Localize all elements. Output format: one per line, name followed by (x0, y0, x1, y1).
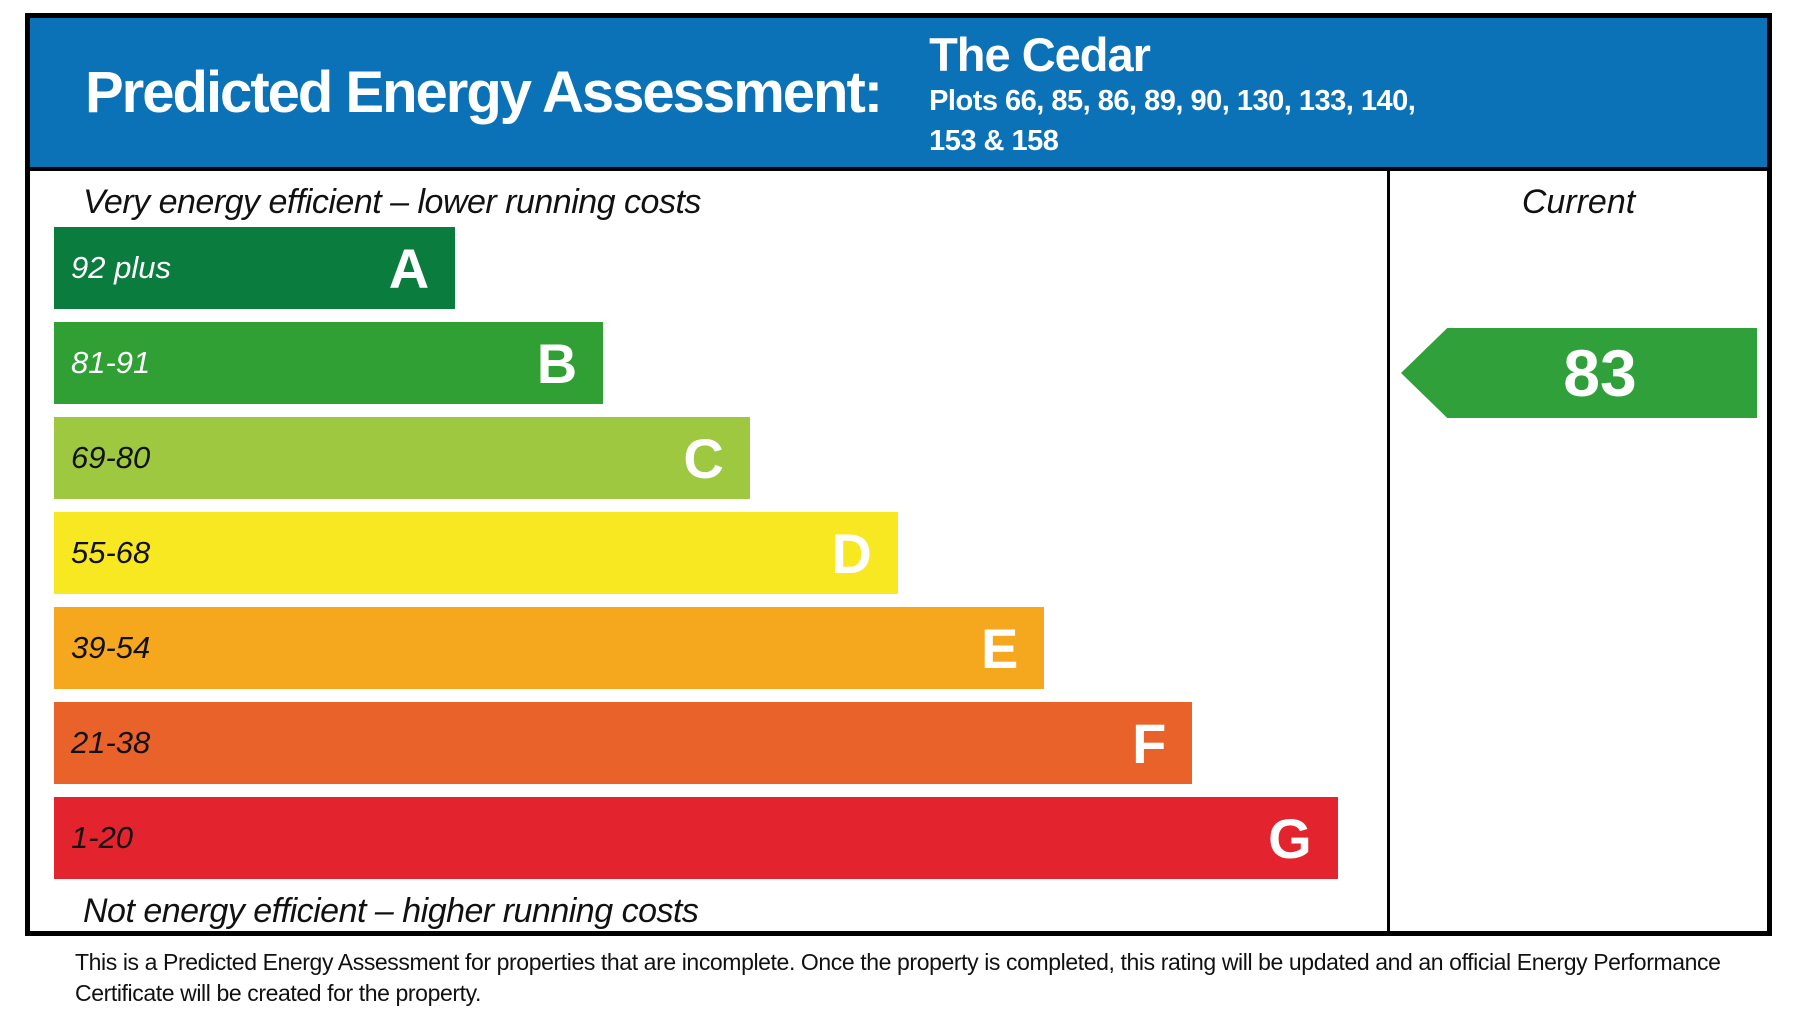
band-range-label: 1-20 (71, 820, 134, 855)
band-letter: C (683, 426, 724, 490)
footer-line-1: This is a Predicted Energy Assessment fo… (75, 949, 1721, 975)
band-letter: D (831, 521, 872, 585)
band-letter: F (1132, 711, 1167, 775)
band-row-d: 55-68 D (54, 512, 1387, 594)
footer-disclaimer: This is a Predicted Energy Assessment fo… (75, 947, 1785, 1009)
current-rating-panel: Current 83 (1387, 171, 1767, 932)
band-letter: A (388, 236, 430, 300)
band-bar-g: 1-20 G (54, 797, 1338, 879)
band-letter: B (536, 331, 578, 395)
band-row-b: 81-91 B (54, 322, 1387, 404)
band-bar-d: 55-68 D (54, 512, 898, 594)
band-bar-b: 81-91 B (54, 322, 604, 404)
current-column-title: Current (1521, 183, 1636, 221)
page-title: Predicted Energy Assessment: (85, 60, 883, 125)
plots-line-1: Plots 66, 85, 86, 89, 90, 130, 133, 140, (929, 85, 1416, 117)
band-row-e: 39-54 E (54, 607, 1387, 689)
band-bar-a: 92 plus A (54, 227, 456, 309)
rating-bands: 92 plus A 81-91 B 69-80 C (54, 227, 1387, 879)
band-bar-e: 39-54 E (54, 607, 1045, 689)
plots-line-2: 153 & 158 (929, 125, 1059, 157)
current-rating-value: 83 (1563, 336, 1637, 410)
band-range-label: 21-38 (71, 725, 151, 760)
footer-line-2: Certificate will be created for the prop… (75, 980, 481, 1006)
band-letter: E (981, 616, 1019, 680)
band-bar-f: 21-38 F (54, 702, 1193, 784)
property-info: The Cedar Plots 66, 85, 86, 89, 90, 130,… (929, 28, 1416, 161)
property-name: The Cedar (929, 28, 1151, 81)
current-rating-arrow: 83 (1401, 328, 1757, 418)
band-row-f: 21-38 F (54, 702, 1387, 784)
certificate-header: Predicted Energy Assessment: The Cedar P… (30, 18, 1767, 171)
band-range-label: 55-68 (71, 535, 151, 570)
epc-chart: Very energy efficient – lower running co… (30, 171, 1767, 932)
band-row-c: 69-80 C (54, 417, 1387, 499)
band-row-a: 92 plus A (54, 227, 1387, 309)
epc-certificate: Predicted Energy Assessment: The Cedar P… (25, 13, 1772, 936)
band-range-label: 69-80 (71, 440, 151, 475)
band-row-g: 1-20 G (54, 797, 1387, 879)
band-range-label: 39-54 (71, 630, 151, 665)
band-bar-c: 69-80 C (54, 417, 750, 499)
bottom-caption: Not energy efficient – higher running co… (83, 892, 699, 930)
rating-bands-panel: Very energy efficient – lower running co… (30, 171, 1387, 932)
top-caption: Very energy efficient – lower running co… (83, 183, 701, 221)
band-range-label: 92 plus (71, 250, 171, 285)
band-letter: G (1268, 806, 1312, 870)
band-range-label: 81-91 (71, 345, 151, 380)
